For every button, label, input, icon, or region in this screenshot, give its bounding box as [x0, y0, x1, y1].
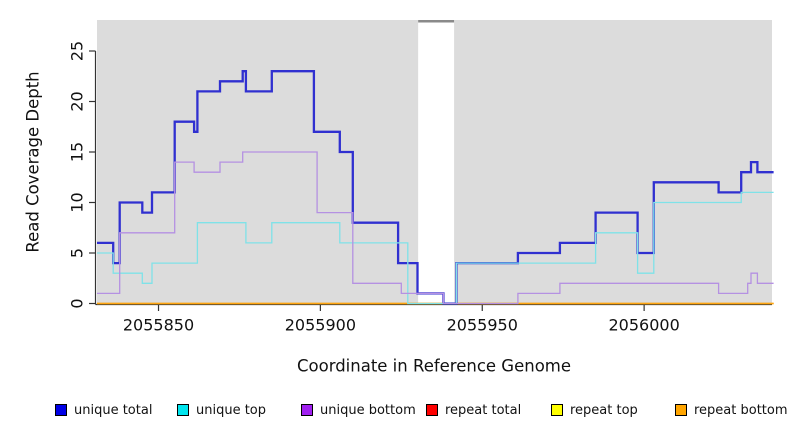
legend-item-repeat-bottom: repeat bottom: [675, 399, 788, 421]
legend-item-unique-bottom: unique bottom: [301, 399, 416, 421]
y-axis-title: Read Coverage Depth: [23, 71, 43, 253]
repeat-total-swatch-icon: [426, 404, 438, 416]
legend-label: unique total: [74, 402, 153, 418]
series-unique-bottom: [97, 151, 774, 305]
x-tick-label: 2056000: [608, 316, 679, 335]
repeat-bottom-swatch-icon: [675, 404, 687, 416]
legend-item-unique-total: unique total: [55, 399, 152, 421]
y-tick-label: 10: [68, 192, 87, 212]
coverage-gap-cap: [418, 20, 455, 23]
legend-label: unique top: [196, 402, 267, 418]
y-tick-label: 0: [68, 298, 87, 308]
unique-top-swatch-icon: [177, 404, 189, 416]
y-tick-label: 20: [68, 91, 87, 111]
legend: unique total unique top unique bottom re…: [0, 399, 792, 425]
series-unique-top: [97, 191, 774, 305]
unique-bottom-swatch-icon: [301, 404, 313, 416]
unique-total-swatch-icon: [55, 404, 67, 416]
x-axis-title: Coordinate in Reference Genome: [296, 356, 572, 376]
legend-item-repeat-top: repeat top: [551, 399, 638, 421]
legend-label: repeat bottom: [694, 402, 788, 418]
y-tick-label: 15: [68, 142, 87, 162]
legend-item-unique-top: unique top: [177, 399, 266, 421]
x-tick-label: 2055950: [447, 316, 518, 335]
coverage-gap-region: [418, 20, 455, 305]
legend-label: unique bottom: [320, 402, 416, 418]
legend-item-repeat-total: repeat total: [426, 399, 521, 421]
repeat-top-swatch-icon: [551, 404, 563, 416]
x-tick-label: 2055900: [285, 316, 356, 335]
legend-label: repeat total: [445, 402, 522, 418]
legend-label: repeat top: [570, 402, 638, 418]
x-tick-label: 2055850: [123, 316, 194, 335]
y-tick-label: 25: [68, 41, 87, 61]
y-tick-label: 5: [68, 248, 87, 258]
